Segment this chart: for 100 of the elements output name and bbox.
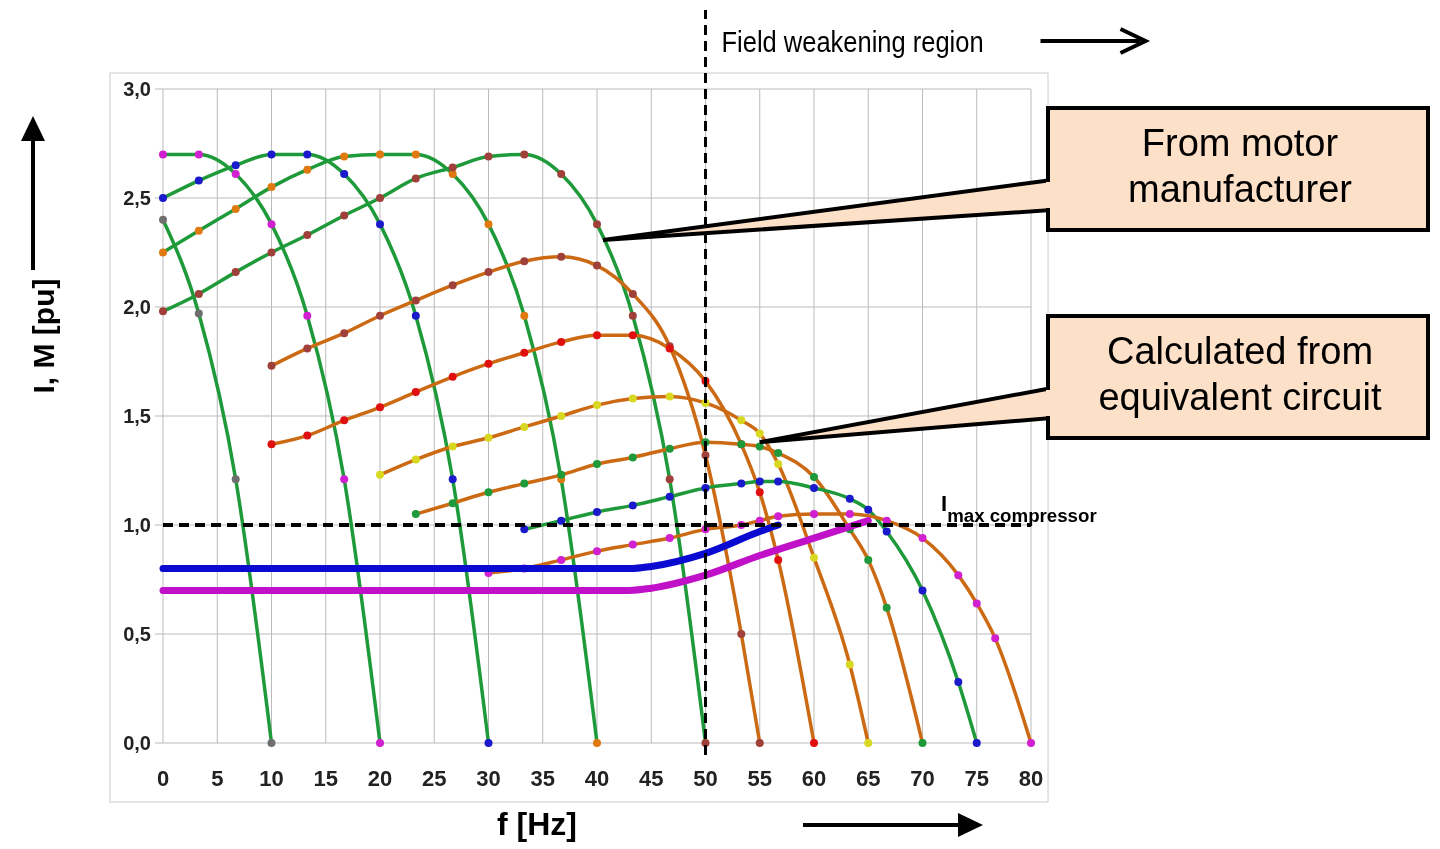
ref-line-label: I$_{max compressor}$ — [941, 491, 1097, 526]
point — [845, 510, 854, 519]
x-tick-label: 0 — [156, 766, 170, 791]
point — [954, 571, 963, 580]
point — [159, 150, 167, 159]
point — [755, 442, 764, 451]
point — [845, 494, 854, 503]
point — [972, 739, 981, 747]
y-tick-label: 3,0 — [123, 78, 151, 100]
point — [484, 488, 493, 497]
x-tick-label: 65 — [856, 766, 881, 791]
point — [593, 401, 601, 410]
point — [628, 501, 637, 510]
point — [484, 268, 493, 277]
x-tick-label: 10 — [259, 766, 284, 791]
point — [520, 150, 529, 159]
point — [593, 739, 601, 747]
point — [448, 475, 457, 484]
point — [411, 388, 420, 397]
point — [340, 475, 349, 484]
point — [593, 261, 601, 270]
point — [448, 281, 457, 290]
point — [520, 422, 529, 431]
point — [159, 215, 167, 224]
point — [774, 459, 783, 468]
point — [774, 512, 783, 521]
point — [411, 150, 420, 159]
point — [593, 507, 601, 516]
point — [484, 359, 493, 368]
point — [484, 152, 493, 161]
point — [159, 307, 167, 316]
point — [340, 152, 349, 161]
point — [665, 492, 674, 501]
point — [557, 555, 566, 564]
point — [520, 348, 529, 357]
point — [810, 473, 818, 482]
point — [159, 248, 167, 257]
point — [267, 739, 276, 747]
point — [484, 220, 493, 229]
point — [972, 599, 981, 608]
point — [557, 470, 566, 479]
point — [557, 170, 566, 179]
point — [882, 603, 891, 612]
point — [267, 361, 276, 370]
x-tick-label: 55 — [747, 766, 772, 791]
point — [448, 170, 457, 179]
x-tick-label: 15 — [313, 766, 338, 791]
point — [267, 150, 276, 159]
point — [376, 403, 384, 412]
x-tick-label: 50 — [693, 766, 718, 791]
point — [194, 309, 203, 318]
point — [340, 211, 349, 220]
point — [231, 161, 240, 170]
point — [448, 442, 457, 451]
point — [557, 252, 566, 261]
point — [411, 174, 420, 183]
point — [231, 204, 240, 213]
x-tick-label: 40 — [584, 766, 610, 791]
x-axis-title: f [Hz] — [497, 806, 577, 842]
x-tick-label: 20 — [367, 766, 393, 791]
point — [267, 440, 276, 449]
point — [267, 220, 276, 229]
point — [448, 372, 457, 381]
point — [628, 311, 637, 320]
point — [628, 394, 637, 403]
point — [628, 331, 637, 340]
ref-line-label: Field weakening region — [721, 25, 984, 59]
point — [340, 416, 349, 425]
point — [755, 488, 764, 497]
point — [194, 176, 203, 185]
point — [231, 268, 240, 277]
y-tick-label: 0,5 — [123, 623, 151, 645]
point — [665, 475, 674, 484]
point — [303, 311, 312, 320]
point — [376, 150, 384, 159]
point — [737, 630, 746, 638]
point — [774, 449, 783, 458]
point — [411, 296, 420, 305]
point — [593, 459, 601, 468]
point — [303, 231, 312, 240]
point — [918, 534, 927, 543]
point — [376, 194, 384, 202]
point — [628, 289, 637, 298]
point — [557, 337, 566, 346]
point — [267, 248, 276, 257]
point — [628, 453, 637, 462]
point — [918, 739, 927, 747]
x-tick-label: 25 — [422, 766, 447, 791]
point — [267, 183, 276, 192]
point — [376, 220, 384, 229]
point — [159, 194, 167, 202]
point — [755, 739, 764, 747]
point — [593, 220, 601, 229]
point — [810, 739, 818, 747]
point — [303, 431, 312, 440]
point — [810, 483, 818, 492]
point — [194, 150, 203, 159]
x-tick-label: 45 — [639, 766, 664, 791]
point — [520, 311, 529, 320]
point — [864, 505, 873, 514]
